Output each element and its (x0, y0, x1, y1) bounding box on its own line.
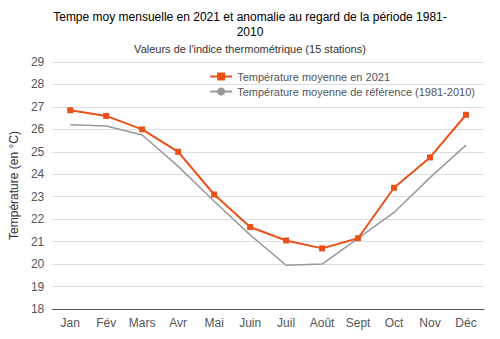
svg-text:19: 19 (31, 280, 45, 294)
svg-text:Juin: Juin (239, 316, 261, 330)
svg-text:Avr: Avr (169, 316, 187, 330)
svg-text:Température (en °C): Température (en °C) (7, 131, 21, 240)
svg-text:29: 29 (31, 55, 45, 69)
svg-text:27: 27 (31, 100, 45, 114)
svg-text:Août: Août (310, 316, 335, 330)
svg-text:Jan: Jan (61, 316, 80, 330)
svg-text:Juil: Juil (277, 316, 295, 330)
svg-text:28: 28 (31, 77, 45, 91)
svg-text:Tempe moy mensuelle en 2021 et: Tempe moy mensuelle en 2021 et anomalie … (53, 10, 447, 24)
svg-text:Nov: Nov (419, 316, 440, 330)
svg-text:25: 25 (31, 145, 45, 159)
svg-text:20: 20 (31, 257, 45, 271)
svg-text:Sept: Sept (346, 316, 371, 330)
svg-text:26: 26 (31, 122, 45, 136)
svg-text:24: 24 (31, 167, 45, 181)
svg-text:Température moyenne de référen: Température moyenne de référence (1981-2… (237, 86, 475, 98)
svg-text:Déc: Déc (455, 316, 476, 330)
svg-text:Mai: Mai (204, 316, 223, 330)
svg-text:Valeurs de l'indice thermométr: Valeurs de l'indice thermométrique (15 s… (134, 43, 366, 55)
svg-text:Température moyenne en 2021: Température moyenne en 2021 (237, 71, 390, 83)
svg-text:Oct: Oct (385, 316, 404, 330)
svg-text:18: 18 (31, 302, 45, 316)
svg-text:22: 22 (31, 212, 45, 226)
svg-text:Fév: Fév (96, 316, 116, 330)
svg-text:2010: 2010 (237, 25, 264, 39)
svg-text:23: 23 (31, 190, 45, 204)
svg-text:Mars: Mars (129, 316, 156, 330)
svg-text:21: 21 (31, 235, 45, 249)
